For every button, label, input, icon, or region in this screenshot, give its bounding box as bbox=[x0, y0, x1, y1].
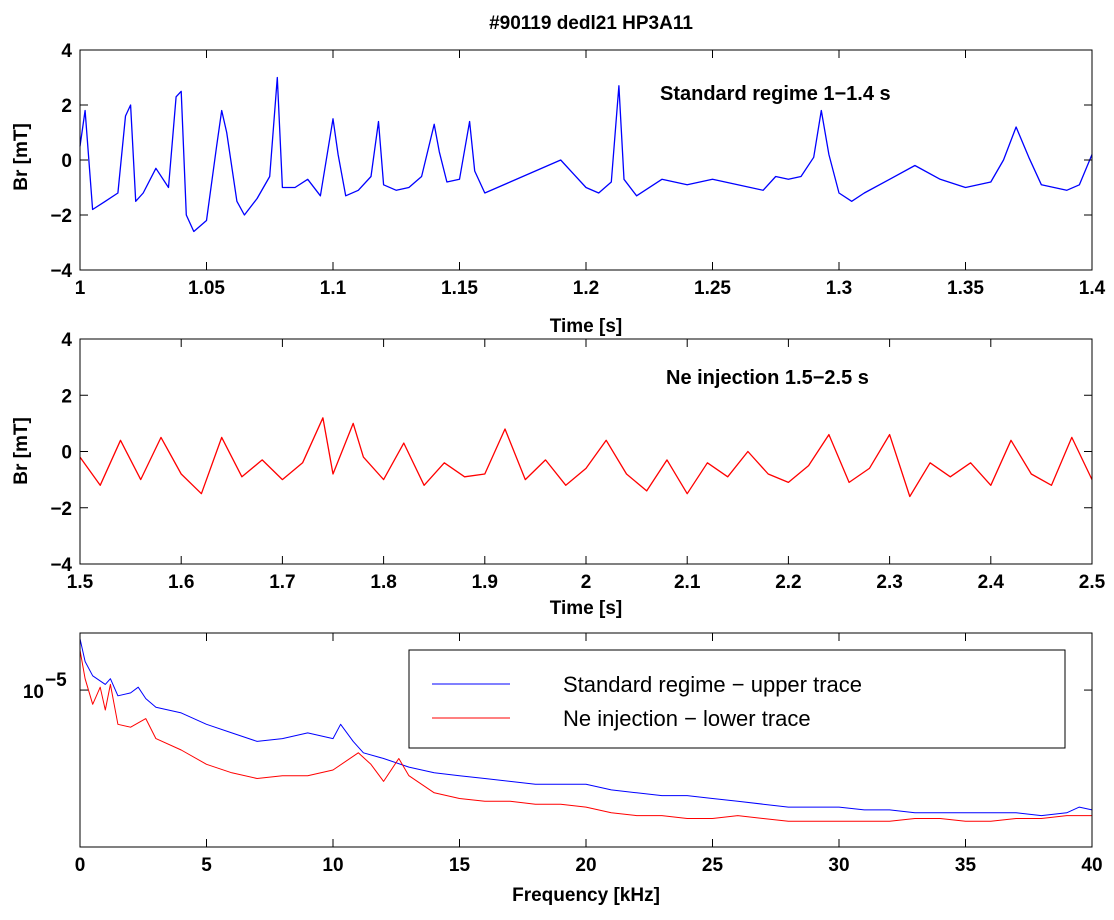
x-tick-label: 15 bbox=[449, 855, 471, 876]
y-tick-label: 2 bbox=[61, 96, 72, 117]
x-tick-label: 1.7 bbox=[269, 572, 295, 593]
y-tick-label: 4 bbox=[61, 41, 72, 62]
series-line-1 bbox=[79, 638, 1093, 817]
figure-title: #90119 dedl21 HP3A11 bbox=[489, 13, 693, 34]
top-panel-ylabel: Br [mT] bbox=[11, 123, 32, 191]
series-line-1 bbox=[79, 417, 1093, 498]
y-tick-label-base: 10 bbox=[23, 682, 44, 703]
x-tick-label: 35 bbox=[955, 855, 977, 876]
legend-label-standard: Standard regime − upper trace bbox=[563, 672, 862, 697]
x-tick-label: 40 bbox=[1081, 855, 1102, 876]
plot-frame bbox=[79, 338, 1093, 565]
x-tick-label: 1.4 bbox=[1079, 278, 1106, 299]
top-panel-xlabel: Time [s] bbox=[550, 316, 623, 337]
y-tick-label-exponent: −5 bbox=[45, 670, 67, 691]
x-tick-label: 1.9 bbox=[472, 572, 498, 593]
x-tick-label: 1.6 bbox=[168, 572, 194, 593]
series-line-2 bbox=[79, 650, 1092, 822]
y-tick-label: 2 bbox=[61, 386, 72, 407]
y-tick-label: 4 bbox=[61, 330, 72, 351]
x-tick-label: 2.5 bbox=[1079, 572, 1106, 593]
plot-frame bbox=[79, 49, 1093, 271]
legend-label-ne: Ne injection − lower trace bbox=[563, 706, 811, 731]
x-tick-label: 20 bbox=[575, 855, 596, 876]
x-tick-label: 1.3 bbox=[826, 278, 852, 299]
middle-panel-ylabel: Br [mT] bbox=[11, 417, 32, 485]
legend: Standard regime − upper trace Ne injecti… bbox=[408, 649, 1066, 749]
x-tick-label: 2.2 bbox=[775, 572, 801, 593]
x-tick-label: 1.2 bbox=[573, 278, 599, 299]
x-tick-label: 0 bbox=[75, 855, 86, 876]
x-tick-label: 2.3 bbox=[876, 572, 902, 593]
y-tick-label: −2 bbox=[50, 206, 72, 227]
x-tick-label: 1.8 bbox=[370, 572, 396, 593]
middle-panel-xlabel: Time [s] bbox=[550, 598, 623, 619]
x-tick-label: 25 bbox=[702, 855, 724, 876]
x-tick-label: 2.4 bbox=[978, 572, 1005, 593]
x-tick-label: 1.1 bbox=[320, 278, 347, 299]
series-line-1 bbox=[79, 76, 1093, 233]
x-tick-label: 1.5 bbox=[67, 572, 94, 593]
x-tick-label: 1.35 bbox=[947, 278, 984, 299]
bottom-panel-xlabel: Frequency [kHz] bbox=[512, 885, 660, 906]
x-tick-label: 5 bbox=[201, 855, 212, 876]
middle-panel: 1.5 1.6 1.7 1.8 1.9 2 2.1 2.2 2.3 2.4 2.5 −4 −2 0 2 4 N… bbox=[11, 330, 1106, 619]
top-panel-annotation: Standard regime 1−1.4 s bbox=[660, 83, 891, 105]
middle-panel-annotation: Ne injection 1.5−2.5 s bbox=[666, 367, 869, 389]
y-tick-label: −4 bbox=[50, 555, 72, 576]
x-tick-label: 1 bbox=[75, 278, 86, 299]
x-tick-label: 1.15 bbox=[441, 278, 478, 299]
y-tick-label: −2 bbox=[50, 499, 72, 520]
x-tick-label: 30 bbox=[828, 855, 849, 876]
x-tick-label: 1.05 bbox=[188, 278, 225, 299]
top-panel: 1 1.05 1.1 1.15 1.2 1.25 1.3 1.35 1.4 −4 −2 0 2 4 Sta… bbox=[11, 41, 1106, 337]
legend-box bbox=[408, 649, 1066, 749]
y-tick-label: 0 bbox=[61, 443, 72, 464]
x-tick-label: 1.25 bbox=[694, 278, 731, 299]
y-tick-label: 0 bbox=[61, 151, 72, 172]
y-tick-label: −4 bbox=[50, 261, 72, 282]
x-tick-label: 10 bbox=[322, 855, 343, 876]
x-tick-label: 2.1 bbox=[674, 572, 701, 593]
x-tick-label: 2 bbox=[581, 572, 592, 593]
